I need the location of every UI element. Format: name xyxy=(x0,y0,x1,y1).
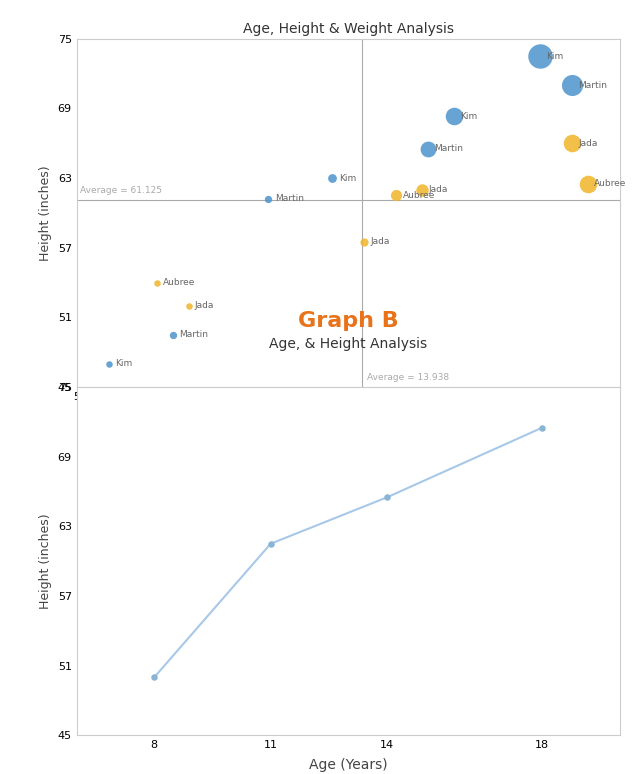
Y-axis label: Height (inches): Height (inches) xyxy=(39,513,52,609)
Point xyxy=(391,190,401,202)
Point xyxy=(583,178,593,190)
Point xyxy=(266,537,276,550)
Text: Martin: Martin xyxy=(275,194,304,204)
Point xyxy=(104,358,114,370)
Text: Kim: Kim xyxy=(460,112,477,121)
X-axis label: Age (Years): Age (Years) xyxy=(309,410,388,424)
Point xyxy=(149,671,159,683)
Text: Jada: Jada xyxy=(371,238,390,246)
Point xyxy=(567,79,577,91)
Text: Jada: Jada xyxy=(428,185,447,194)
Point xyxy=(359,236,369,248)
Point xyxy=(423,143,433,156)
Point xyxy=(567,137,577,149)
Text: Martin: Martin xyxy=(179,330,208,339)
Text: Average = 13.938: Average = 13.938 xyxy=(367,373,449,382)
Y-axis label: Height (inches): Height (inches) xyxy=(39,165,52,261)
Point xyxy=(417,183,427,196)
Text: Kim: Kim xyxy=(115,359,132,368)
Point xyxy=(382,491,392,504)
Point xyxy=(535,50,545,63)
Text: Kim: Kim xyxy=(339,173,356,183)
Point xyxy=(151,276,162,289)
Text: Average = 61.125: Average = 61.125 xyxy=(80,186,162,195)
Text: Martin: Martin xyxy=(578,80,607,90)
Text: Martin: Martin xyxy=(435,145,463,153)
Point xyxy=(327,172,337,184)
Title: Age, & Height Analysis: Age, & Height Analysis xyxy=(269,337,427,351)
Point xyxy=(183,300,194,312)
Point xyxy=(167,328,178,341)
Text: Jada: Jada xyxy=(578,139,597,148)
Point xyxy=(449,111,459,123)
Text: Aubree: Aubree xyxy=(163,278,196,287)
Point xyxy=(537,422,548,434)
Text: Aubree: Aubree xyxy=(594,180,627,188)
Text: Aubree: Aubree xyxy=(403,191,435,200)
Text: Jada: Jada xyxy=(195,301,214,310)
Text: Kim: Kim xyxy=(546,52,564,60)
Point xyxy=(263,193,273,205)
X-axis label: Age (Years): Age (Years) xyxy=(309,759,388,772)
Text: Graph B: Graph B xyxy=(298,311,399,330)
Title: Age, Height & Weight Analysis: Age, Height & Weight Analysis xyxy=(243,22,454,36)
